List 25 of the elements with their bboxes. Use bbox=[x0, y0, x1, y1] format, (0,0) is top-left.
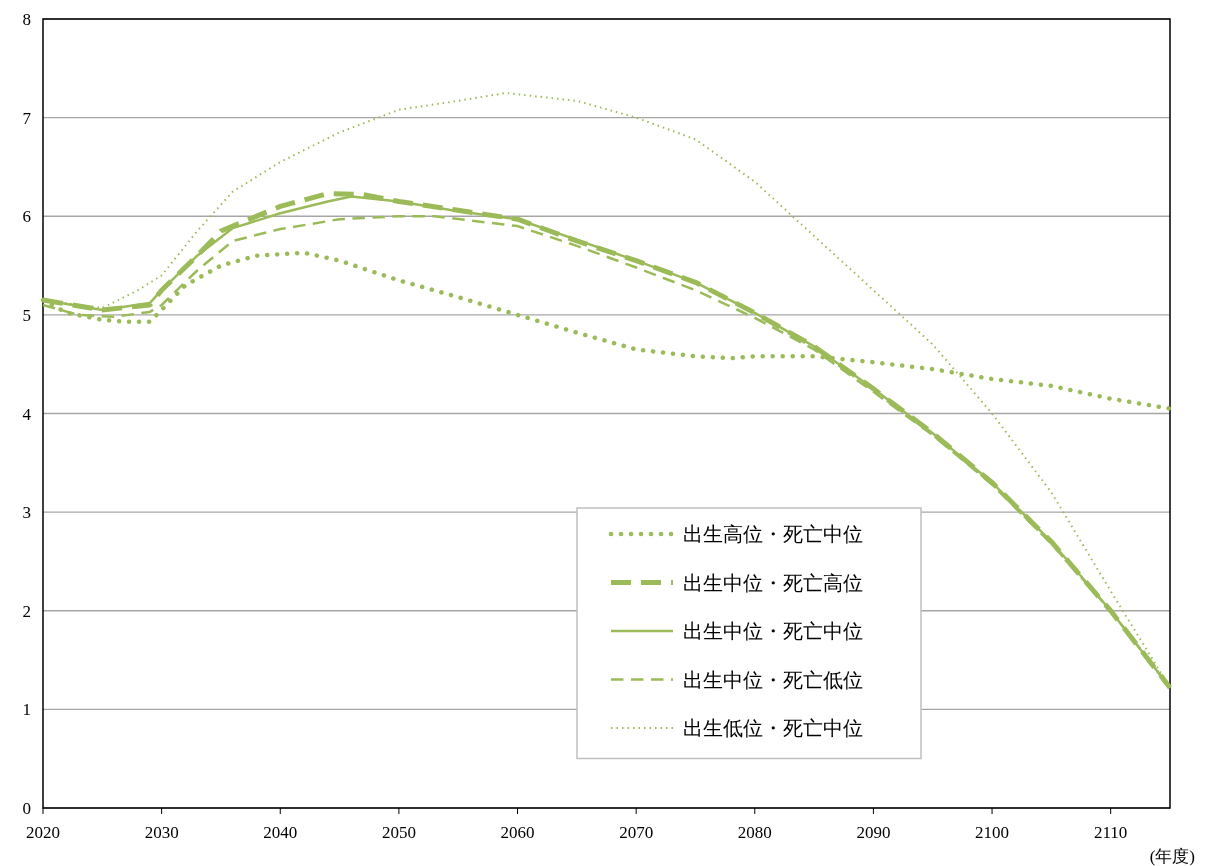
x-axis-title: (年度) bbox=[1149, 847, 1195, 866]
y-tick-label: 5 bbox=[22, 305, 31, 325]
y-tick-label: 7 bbox=[22, 108, 32, 128]
x-tick-label: 2090 bbox=[856, 823, 891, 842]
x-tick-label: 2080 bbox=[737, 823, 772, 842]
y-tick-label: 2 bbox=[22, 601, 31, 621]
x-tick-label: 2050 bbox=[381, 823, 416, 842]
x-tick-label: 2060 bbox=[500, 823, 535, 842]
x-tick-label: 2040 bbox=[263, 823, 298, 842]
y-tick-label: 3 bbox=[22, 503, 31, 523]
y-tick-label: 4 bbox=[22, 404, 32, 424]
legend-label: 出生中位・死亡低位 bbox=[683, 668, 863, 691]
x-tick-label: 2020 bbox=[26, 823, 60, 842]
x-tick-label: 2110 bbox=[1094, 823, 1128, 842]
y-tick-label: 6 bbox=[22, 207, 31, 227]
y-tick-label: 1 bbox=[22, 700, 31, 720]
y-tick-label: 8 bbox=[22, 10, 31, 29]
y-tick-label: 0 bbox=[22, 799, 31, 818]
legend-label: 出生低位・死亡中位 bbox=[683, 717, 863, 739]
x-tick-label: 2070 bbox=[619, 823, 654, 842]
x-tick-label: 2030 bbox=[144, 823, 179, 842]
legend-label: 出生高位・死亡中位 bbox=[683, 523, 863, 545]
legend-label: 出生中位・死亡中位 bbox=[683, 620, 863, 642]
legend-label: 出生中位・死亡高位 bbox=[683, 571, 863, 594]
x-tick-label: 2100 bbox=[975, 823, 1010, 842]
